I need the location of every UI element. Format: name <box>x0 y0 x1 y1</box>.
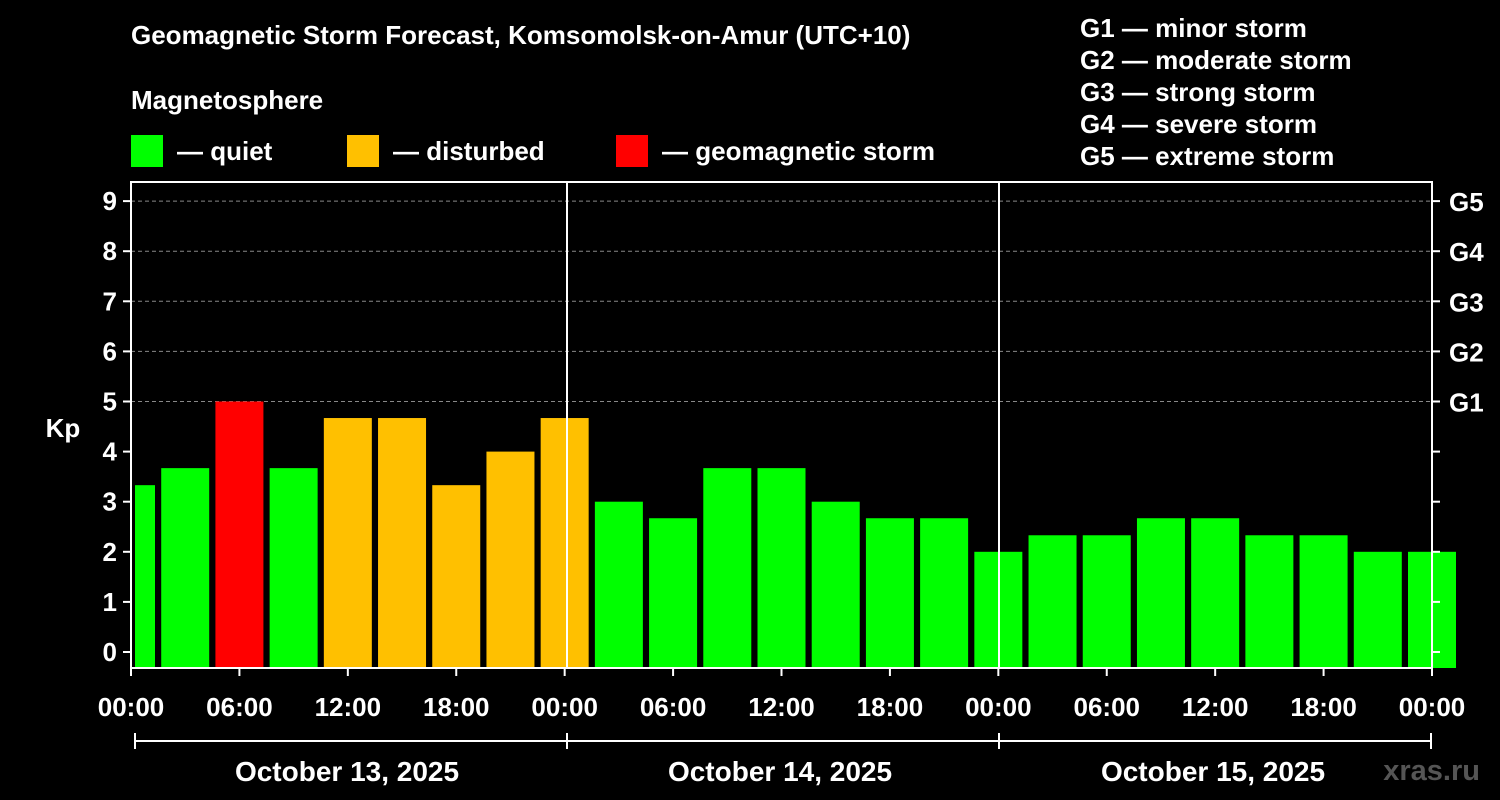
x-tick-label: 12:00 <box>1182 692 1249 722</box>
y-tick-label: 0 <box>103 637 117 667</box>
g-scale-item: G2 — moderate storm <box>1080 45 1352 75</box>
g-scale-item: G1 — minor storm <box>1080 13 1307 43</box>
kp-bar <box>323 418 372 668</box>
kp-bar <box>1028 535 1077 668</box>
g-scale-item: G4 — severe storm <box>1080 109 1318 139</box>
g-scale-item: G5 — extreme storm <box>1080 141 1335 171</box>
kp-bar <box>215 401 264 668</box>
x-tick-label: 18:00 <box>857 692 924 722</box>
date-label: October 14, 2025 <box>668 756 892 787</box>
x-tick-label: 12:00 <box>315 692 382 722</box>
legend-disturbed: — disturbed <box>347 135 545 167</box>
legend-quiet-swatch <box>131 135 163 167</box>
date-label: October 13, 2025 <box>235 756 459 787</box>
legend-storm-label: — geomagnetic storm <box>662 135 936 166</box>
kp-bar <box>757 468 806 668</box>
legend-quiet-label: — quiet <box>177 135 273 166</box>
kp-bar <box>432 485 481 668</box>
kp-bar <box>649 518 698 668</box>
y-tick-label: 9 <box>103 186 117 216</box>
chart-title: Geomagnetic Storm Forecast, Komsomolsk-o… <box>131 20 911 50</box>
x-tick-label: 00:00 <box>1399 692 1466 722</box>
g-level-label: G5 <box>1449 187 1484 217</box>
watermark: xras.ru <box>1383 755 1480 787</box>
x-tick-label: 00:00 <box>965 692 1032 722</box>
kp-bar <box>486 451 535 668</box>
y-tick-label: 8 <box>103 236 117 266</box>
g-level-label: G4 <box>1449 237 1484 267</box>
y-tick-label: 5 <box>103 387 117 417</box>
legend-storm: — geomagnetic storm <box>616 135 935 167</box>
kp-bar <box>1191 518 1240 668</box>
kp-bar <box>811 501 860 668</box>
kp-bar <box>1245 535 1294 668</box>
legend-quiet: — quiet <box>131 135 272 167</box>
kp-bar <box>135 485 155 668</box>
g-level-label: G3 <box>1449 287 1484 317</box>
x-tick-label: 12:00 <box>748 692 815 722</box>
y-tick-label: 1 <box>103 587 117 617</box>
kp-bar <box>161 468 210 668</box>
x-tick-label: 00:00 <box>531 692 598 722</box>
y-tick-label: 6 <box>103 336 117 366</box>
kp-bar <box>1082 535 1131 668</box>
y-tick-label: 2 <box>103 537 117 567</box>
legend-heading: Magnetosphere <box>131 85 324 115</box>
y-tick-label: 7 <box>103 286 117 316</box>
x-tick-label: 06:00 <box>206 692 273 722</box>
g-level-label: G1 <box>1449 388 1484 418</box>
x-tick-label: 06:00 <box>1074 692 1141 722</box>
x-tick-label: 18:00 <box>1290 692 1357 722</box>
x-tick-label: 18:00 <box>423 692 490 722</box>
date-label: October 15, 2025 <box>1101 756 1325 787</box>
kp-bar <box>920 518 969 668</box>
kp-bar <box>1299 535 1348 668</box>
kp-bar <box>269 468 318 668</box>
g-scale-list: G1 — minor storm G2 — moderate storm G3 … <box>1080 12 1352 172</box>
y-axis-label: Kp <box>46 413 81 443</box>
g-level-label: G2 <box>1449 337 1484 367</box>
kp-bar <box>594 501 643 668</box>
kp-bar <box>703 468 752 668</box>
g-scale-item: G3 — strong storm <box>1080 77 1316 107</box>
x-tick-label: 06:00 <box>640 692 707 722</box>
x-tick-label: 00:00 <box>98 692 165 722</box>
legend-storm-swatch <box>616 135 648 167</box>
legend-disturbed-label: — disturbed <box>393 135 545 166</box>
legend-disturbed-swatch <box>347 135 379 167</box>
kp-bar <box>1136 518 1185 668</box>
kp-bar <box>865 518 914 668</box>
y-tick-label: 4 <box>103 437 118 467</box>
kp-bar <box>1353 551 1402 668</box>
kp-bar <box>378 418 427 668</box>
y-tick-label: 3 <box>103 487 117 517</box>
kp-bar <box>540 418 589 668</box>
